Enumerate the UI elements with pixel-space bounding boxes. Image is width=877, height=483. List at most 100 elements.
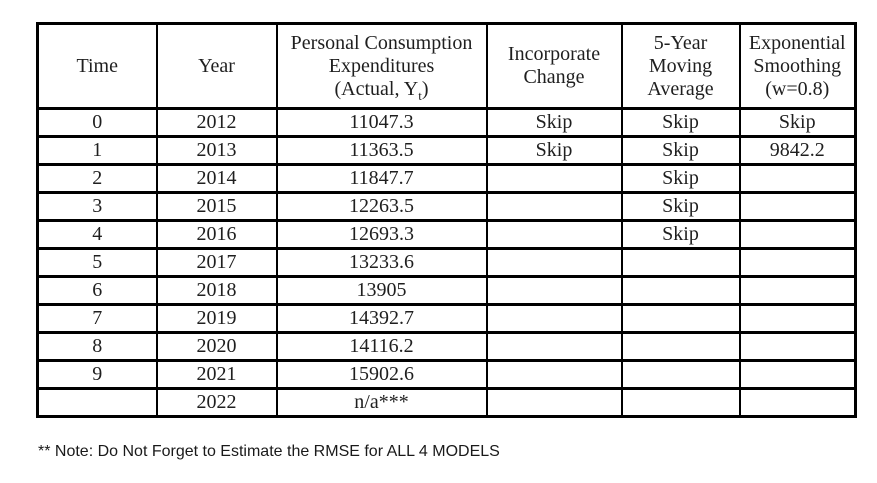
table-row: 7 2019 14392.7: [36, 303, 857, 334]
cell-pce: 14116.2: [275, 331, 488, 362]
cell-incorporate-change: [485, 191, 623, 222]
col-header-pce-formula: (Actual, Yt): [280, 77, 484, 103]
cell-pce: 11047.3: [275, 107, 488, 138]
cell-incorporate-change: Skip: [485, 107, 623, 138]
cell-time: 9: [36, 359, 158, 390]
cell-incorporate-change: [485, 303, 623, 334]
cell-pce: 11847.7: [275, 163, 488, 194]
table-row: 9 2021 15902.6: [36, 359, 857, 390]
table-row: 6 2018 13905: [36, 275, 857, 306]
cell-time: 4: [36, 219, 158, 250]
col-header-five-year-moving-average: 5-Year Moving Average: [620, 22, 741, 110]
cell-incorporate-change: [485, 387, 623, 418]
cell-time: 3: [36, 191, 158, 222]
cell-five-year-moving-average: Skip: [620, 135, 741, 166]
cell-year: 2013: [155, 135, 278, 166]
col-header-year: Year: [155, 22, 278, 110]
cell-pce: 13905: [275, 275, 488, 306]
col-header-time: Time: [36, 22, 158, 110]
cell-five-year-moving-average: Skip: [620, 107, 741, 138]
cell-year: 2022: [155, 387, 278, 418]
pce-formula-suffix: ): [421, 77, 429, 100]
col-header-5yr-line2: Moving: [648, 54, 713, 77]
table-row: 3 2015 12263.5 Skip: [36, 191, 857, 222]
cell-time: 2: [36, 163, 158, 194]
cell-exponential-smoothing: [738, 331, 857, 362]
cell-pce: 15902.6: [275, 359, 488, 390]
forecast-table: Time Year Personal Consumption Expenditu…: [36, 22, 857, 418]
cell-five-year-moving-average: [620, 359, 741, 390]
table-row: 5 2017 13233.6: [36, 247, 857, 278]
cell-exponential-smoothing: [738, 163, 857, 194]
cell-exponential-smoothing: Skip: [738, 107, 857, 138]
cell-incorporate-change: [485, 331, 623, 362]
cell-year: 2020: [155, 331, 278, 362]
cell-pce: 14392.7: [275, 303, 488, 334]
cell-incorporate-change: Skip: [485, 135, 623, 166]
cell-year: 2012: [155, 107, 278, 138]
cell-time: [36, 387, 158, 418]
col-header-incorporate-line2: Change: [523, 66, 585, 88]
col-header-5yr-line1: 5-Year: [653, 31, 708, 54]
cell-exponential-smoothing: [738, 275, 857, 306]
cell-year: 2016: [155, 219, 278, 250]
cell-exponential-smoothing: [738, 303, 857, 334]
cell-exponential-smoothing: 9842.2: [738, 135, 857, 166]
cell-incorporate-change: [485, 219, 623, 250]
col-header-incorporate-change: Incorporate Change: [485, 22, 623, 110]
cell-time: 1: [36, 135, 158, 166]
cell-five-year-moving-average: [620, 331, 741, 362]
cell-pce: 13233.6: [275, 247, 488, 278]
cell-exponential-smoothing: [738, 191, 857, 222]
cell-exponential-smoothing: [738, 387, 857, 418]
cell-incorporate-change: [485, 247, 623, 278]
col-header-expsm-line2: Smoothing: [753, 54, 842, 77]
cell-year: 2019: [155, 303, 278, 334]
pce-formula-subscript: t: [418, 87, 422, 103]
cell-year: 2021: [155, 359, 278, 390]
cell-time: 8: [36, 331, 158, 362]
cell-time: 5: [36, 247, 158, 278]
pce-formula-prefix: (Actual, Y: [334, 77, 419, 100]
cell-year: 2014: [155, 163, 278, 194]
cell-five-year-moving-average: Skip: [620, 163, 741, 194]
cell-year: 2015: [155, 191, 278, 222]
cell-incorporate-change: [485, 163, 623, 194]
cell-pce: n/a***: [275, 387, 488, 418]
cell-five-year-moving-average: [620, 247, 741, 278]
footnote: ** Note: Do Not Forget to Estimate the R…: [38, 443, 500, 460]
table-row: 4 2016 12693.3 Skip: [36, 219, 857, 250]
cell-five-year-moving-average: [620, 387, 741, 418]
cell-five-year-moving-average: [620, 303, 741, 334]
col-header-pce-line1: Personal Consumption: [290, 31, 473, 54]
cell-incorporate-change: [485, 359, 623, 390]
cell-pce: 12693.3: [275, 219, 488, 250]
col-header-time-label: Time: [76, 54, 118, 77]
table-row: 1 2013 11363.5 Skip Skip 9842.2: [36, 135, 857, 166]
cell-time: 6: [36, 275, 158, 306]
cell-year: 2018: [155, 275, 278, 306]
table-row: 0 2012 11047.3 Skip Skip Skip: [36, 107, 857, 138]
cell-year: 2017: [155, 247, 278, 278]
cell-time: 0: [36, 107, 158, 138]
cell-five-year-moving-average: Skip: [620, 191, 741, 222]
col-header-5yr-line3: Average: [647, 77, 714, 100]
col-header-expsm-line1: Exponential: [748, 31, 846, 54]
cell-exponential-smoothing: [738, 359, 857, 390]
cell-pce: 12263.5: [275, 191, 488, 222]
cell-incorporate-change: [485, 275, 623, 306]
col-header-pce-line2: Expenditures: [328, 54, 435, 77]
table-body: 0 2012 11047.3 Skip Skip Skip 1 2013 11363.5 Skip…: [36, 107, 857, 418]
cell-five-year-moving-average: [620, 275, 741, 306]
col-header-exponential-smoothing: Exponential Smoothing (w=0.8): [738, 22, 857, 110]
cell-exponential-smoothing: [738, 247, 857, 278]
cell-exponential-smoothing: [738, 219, 857, 250]
header-row: Time Year Personal Consumption Expenditu…: [36, 22, 857, 110]
col-header-incorporate-line1: Incorporate: [507, 43, 601, 65]
col-header-year-label: Year: [198, 54, 235, 77]
col-header-pce: Personal Consumption Expenditures (Actua…: [275, 22, 488, 110]
cell-time: 7: [36, 303, 158, 334]
cell-five-year-moving-average: Skip: [620, 219, 741, 250]
table-row: 8 2020 14116.2: [36, 331, 857, 362]
